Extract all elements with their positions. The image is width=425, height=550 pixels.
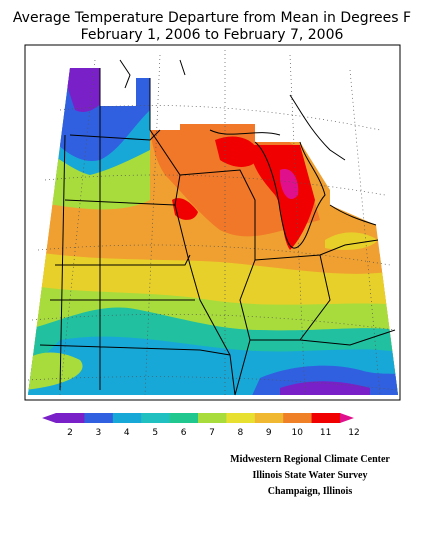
colorbar-segment [56,413,85,423]
colorbar-label: 10 [291,428,303,438]
colorbar-label: 2 [67,428,73,438]
state-lines [39,68,396,396]
colorbar-segment [226,413,256,423]
boundaries [39,59,396,396]
graticule [27,50,399,396]
colorbar-segment [112,413,142,423]
field-yellow-e [325,232,378,250]
colorbar-label: 9 [266,428,272,438]
credit-line: Midwestern Regional Climate Center [230,454,390,465]
field-green-sw [28,352,83,390]
colorbar-label: 7 [209,428,215,438]
colorbar-label: 11 [320,428,331,438]
credit-line: Champaign, Illinois [268,486,353,497]
colorbar: 2 3 4 5 6 7 8 9 10 11 12 [42,413,360,438]
field-nw-purple [60,68,110,112]
longitude-lines [59,50,381,396]
colorbar-segment [283,413,313,423]
great-lakes-shoreline [209,129,377,249]
colorbar-arrow-right [340,413,354,423]
colorbar-label: 12 [348,428,359,438]
colorbar-segment [198,413,227,423]
field-magenta [280,169,299,200]
title: Average Temperature Departure from Mean … [13,10,411,26]
colorbar-segment [84,413,114,423]
colorbar-segment [141,413,171,423]
colorbar-segment [254,413,284,423]
colorbar-segment [311,413,341,423]
colorbar-label: 5 [152,428,158,438]
field-purple-s [280,381,370,395]
colorbar-label: 3 [96,428,102,438]
colorbar-label: 6 [181,428,187,438]
colorbar-arrow-left [42,413,56,423]
colorbar-label: 8 [238,428,244,438]
subtitle: February 1, 2006 to February 7, 2006 [81,27,344,43]
field-red-ia [172,198,198,220]
field-red-mi [250,145,315,250]
north-boundaries [119,59,346,161]
colorbar-segment [169,413,199,423]
credit-line: Illinois State Water Survey [253,470,368,481]
colorbar-label: 4 [124,428,130,438]
latitude-lines [27,105,399,391]
field-red-wi [215,136,260,167]
